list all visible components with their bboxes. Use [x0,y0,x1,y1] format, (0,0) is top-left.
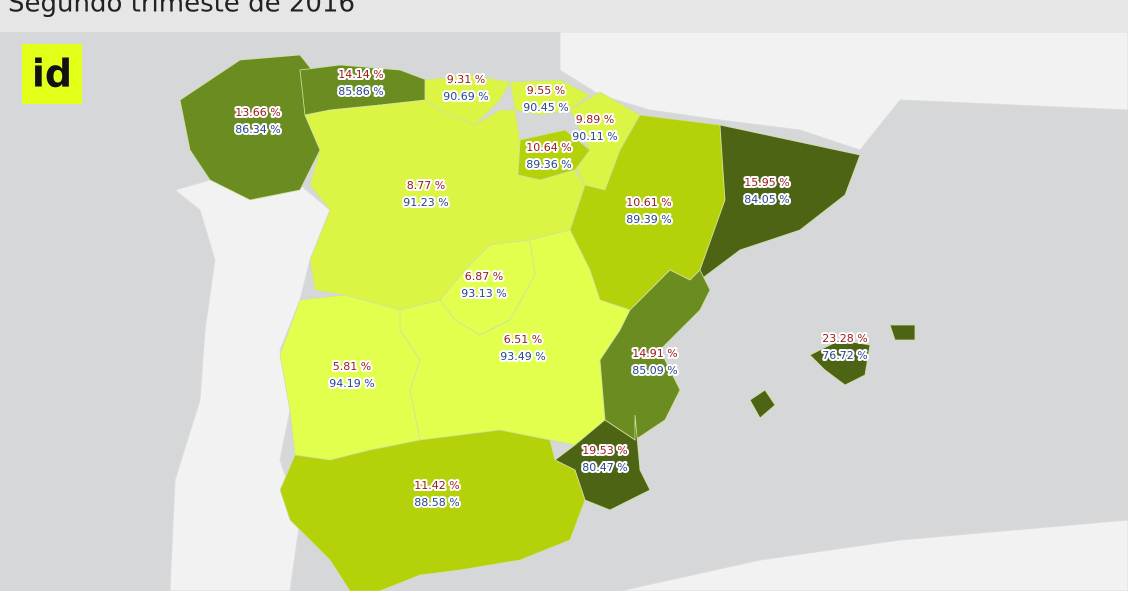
title: Segundo trimeste de 2016 [8,0,355,19]
region-label: 90.45 % [523,101,568,114]
region-label: 23.28 % [822,332,867,345]
logo-box [22,44,82,104]
region-label: 90.11 % [572,130,617,143]
region-label: 11.42 % [414,479,459,492]
region-label: 14.14 % [338,68,383,81]
region-label: 80.47 % [582,461,627,474]
region [279,429,586,592]
region-label: 19.53 % [582,444,627,457]
region-label: 93.49 % [500,350,545,363]
region-label: 84.05 % [744,193,789,206]
region-label: 85.09 % [632,364,677,377]
region-label: 85.86 % [338,85,383,98]
region [889,324,916,341]
region-label: 8.77 % [407,179,445,192]
region-label: 9.89 % [576,113,614,126]
region-label: 90.69 % [443,90,488,103]
region-label: 9.31 % [447,73,485,86]
region-label: 9.55 % [527,84,565,97]
region-label: 76.72 % [822,349,867,362]
region-label: 6.51 % [504,333,542,346]
region-label: 10.61 % [626,196,671,209]
france [559,31,1128,151]
region-label: 6.87 % [465,270,503,283]
title-bar [0,0,1128,32]
region-label: 10.64 % [526,141,571,154]
region-label: 14.91 % [632,347,677,360]
region-label: 5.81 % [333,360,371,373]
region-label: 86.34 % [235,123,280,136]
region-label: 94.19 % [329,377,374,390]
region [749,389,776,419]
region [599,269,711,441]
regions [179,54,916,592]
region-label: 88.58 % [414,496,459,509]
labels: 13.66 % 86.34 % 14.14 % 85.86 % 9.31 % 90.69 … [233,66,869,511]
region [809,339,871,386]
region-label: 89.36 % [526,158,571,171]
region-label: 13.66 % [235,106,280,119]
region [699,124,861,281]
region-label: 91.23 % [403,196,448,209]
region-label: 89.39 % [626,213,671,226]
logo: id [32,52,72,96]
region-label: 15.95 % [744,176,789,189]
region-label: 93.13 % [461,287,506,300]
